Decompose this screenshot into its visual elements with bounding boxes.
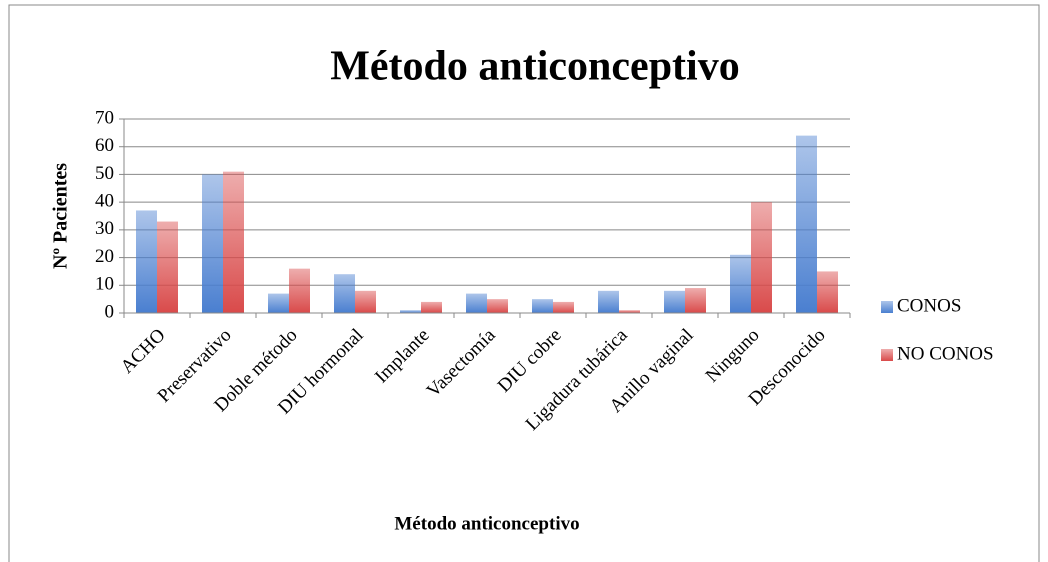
legend-label: NO CONOS	[897, 343, 994, 364]
y-tick-label: 50	[95, 163, 114, 184]
bar	[553, 301, 574, 313]
bar	[730, 254, 751, 313]
bar	[487, 299, 508, 313]
bar	[466, 293, 487, 313]
bar	[751, 202, 772, 313]
bar	[289, 268, 310, 313]
y-axis-label: Nº Pacientes	[50, 163, 72, 269]
bar	[598, 290, 619, 313]
chart-frame	[8, 4, 1040, 562]
legend-label: CONOS	[897, 295, 961, 316]
bar	[355, 290, 376, 313]
y-tick-label: 10	[95, 274, 114, 295]
legend-swatch	[881, 301, 893, 313]
bar	[136, 210, 157, 313]
bar	[421, 301, 442, 313]
y-tick-label: 20	[95, 246, 114, 267]
chart-title: Método anticonceptivo	[330, 44, 739, 90]
bar	[334, 274, 355, 313]
y-tick-label: 70	[95, 107, 114, 128]
bar	[223, 171, 244, 313]
x-axis-label: Método anticonceptivo	[394, 513, 579, 534]
bar	[664, 290, 685, 313]
bar	[685, 288, 706, 313]
y-tick-label: 60	[95, 135, 114, 156]
y-tick-label: 30	[95, 218, 114, 239]
bar	[202, 174, 223, 313]
bar	[817, 271, 838, 313]
bar	[619, 310, 640, 313]
legend-swatch	[881, 349, 893, 361]
y-tick-label: 40	[95, 191, 114, 212]
bar	[532, 299, 553, 313]
bar	[796, 135, 817, 313]
bar	[400, 310, 421, 313]
bar	[157, 221, 178, 313]
y-tick-label: 0	[105, 301, 115, 322]
bar	[268, 293, 289, 313]
